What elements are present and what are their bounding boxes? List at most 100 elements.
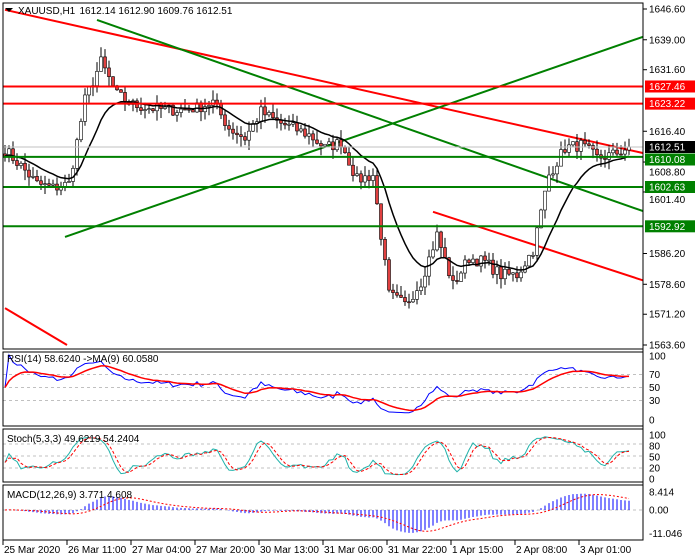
candle-body xyxy=(587,143,591,146)
price-label: 1623.22 xyxy=(649,99,686,110)
price-label-box xyxy=(645,180,695,193)
candle-body xyxy=(179,108,183,113)
candle-body xyxy=(291,122,295,125)
candle-body xyxy=(535,227,539,256)
candle-body xyxy=(519,271,523,279)
candle-body xyxy=(563,149,567,153)
candle-body xyxy=(11,148,15,161)
dropdown-triangle-icon[interactable] xyxy=(5,8,13,12)
x-tick-label: 3 Apr 01:00 xyxy=(580,545,632,556)
candle-body xyxy=(399,294,403,298)
candle-body xyxy=(463,259,467,274)
candle-body xyxy=(423,275,427,288)
candle-body xyxy=(495,266,499,275)
candle-body xyxy=(491,259,495,275)
candle-body xyxy=(235,132,239,136)
candle-body xyxy=(15,160,19,166)
candle-body xyxy=(151,108,155,112)
candle-body xyxy=(123,92,127,102)
candle-body xyxy=(615,149,619,155)
candle-body xyxy=(415,290,419,300)
candle-body xyxy=(411,299,415,303)
candle-body xyxy=(267,112,271,116)
candle-body xyxy=(271,112,275,119)
candle-body xyxy=(23,162,27,171)
candle-body xyxy=(583,140,587,145)
stoch-axis-label: 100 xyxy=(649,431,666,442)
macd-label: MACD(12,26,9) 3.771 4.608 xyxy=(7,490,133,501)
candle-body xyxy=(479,255,483,267)
stoch-axis-label: 50 xyxy=(649,453,661,464)
candle-body xyxy=(499,266,503,280)
candle-body xyxy=(511,272,515,275)
candle-body xyxy=(51,183,55,186)
candle-body xyxy=(203,106,207,113)
candle-body xyxy=(455,280,459,282)
candle-body xyxy=(67,181,71,183)
candles xyxy=(3,47,631,309)
trendline xyxy=(4,307,68,346)
candle-body xyxy=(531,255,535,257)
candle-body xyxy=(183,108,187,111)
candle-body xyxy=(47,183,51,186)
price-label-box xyxy=(645,141,695,154)
candle-body xyxy=(515,272,519,279)
candle-body xyxy=(567,144,571,153)
candle-body xyxy=(503,268,507,280)
candle-body xyxy=(355,173,359,176)
candle-body xyxy=(579,140,583,152)
price-label: 1627.46 xyxy=(649,82,686,93)
price-label: 1592.92 xyxy=(649,222,686,233)
candle-body xyxy=(319,143,323,147)
main-panel xyxy=(2,2,644,350)
y-tick-label: 1631.60 xyxy=(649,65,686,76)
candle-body xyxy=(335,139,339,151)
candle-body xyxy=(403,297,407,303)
candle-body xyxy=(351,164,355,176)
candle-body xyxy=(343,147,347,154)
candle-body xyxy=(547,174,551,192)
candle-body xyxy=(19,162,23,166)
candle-body xyxy=(367,175,371,181)
candle-body xyxy=(143,109,147,111)
candle-body xyxy=(395,292,399,296)
rsi-panel xyxy=(2,351,644,427)
y-tick-label: 1586.20 xyxy=(649,249,686,260)
candle-body xyxy=(163,106,167,109)
candle-body xyxy=(191,109,195,113)
candle-body xyxy=(287,123,291,126)
candle-body xyxy=(327,141,331,145)
rsi-axis-label: 30 xyxy=(649,396,661,407)
stoch-signal-line xyxy=(4,437,630,475)
candle-body xyxy=(443,247,447,259)
macd-signal-line xyxy=(4,494,630,532)
candle-body xyxy=(543,190,547,211)
candle-body xyxy=(331,141,335,151)
candle-body xyxy=(219,103,223,116)
candle-body xyxy=(323,143,327,147)
candle-body xyxy=(439,231,443,248)
y-tick-label: 1639.00 xyxy=(649,35,686,46)
candle-body xyxy=(559,149,563,167)
candle-body xyxy=(243,136,247,141)
candle-body xyxy=(227,125,231,130)
candle-body xyxy=(527,255,531,267)
candle-body xyxy=(315,139,319,144)
candle-body xyxy=(295,122,299,132)
moving-average-line xyxy=(4,100,630,271)
candle-body xyxy=(467,259,471,263)
candle-body xyxy=(99,56,103,72)
candle-body xyxy=(299,128,303,132)
rsi-ma-line xyxy=(4,365,630,412)
trendline xyxy=(432,210,643,282)
candle-body xyxy=(35,176,39,182)
candle-body xyxy=(475,258,479,267)
candle-body xyxy=(375,175,379,205)
candle-body xyxy=(387,259,391,291)
candle-body xyxy=(303,128,307,137)
rsi-axis-label: 50 xyxy=(649,383,661,394)
y-tick-label: 1571.20 xyxy=(649,310,686,321)
x-tick-label: 1 Apr 15:00 xyxy=(452,545,504,556)
stoch-axis-label: 80 xyxy=(649,442,661,453)
